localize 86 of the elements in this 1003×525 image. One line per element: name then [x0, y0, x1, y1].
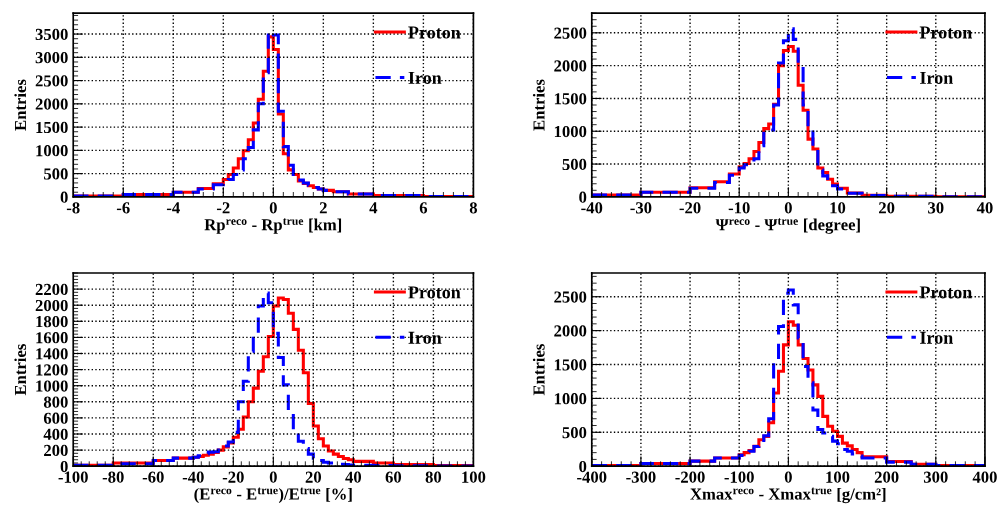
legend-label: Proton: [919, 286, 973, 299]
x-tick-label: 100: [462, 471, 486, 483]
y-tick-label: 1600: [36, 332, 68, 344]
y-tick-label: 1500: [36, 121, 68, 134]
x-tick-label: -80: [102, 471, 124, 483]
y-tick-label: 2500: [554, 27, 587, 39]
x-tick-label: 40: [976, 202, 993, 214]
y-tick-label: 2000: [554, 325, 587, 337]
y-tick-label: 1500: [554, 359, 587, 371]
legend-label: Iron: [408, 71, 442, 84]
x-tick-label: 300: [923, 471, 948, 483]
y-tick-label: 400: [43, 428, 68, 440]
x-tick-label: -100: [724, 471, 754, 483]
y-tick-label: 0: [60, 191, 68, 203]
y-tick-label: 2000: [554, 60, 587, 72]
x-tick-label: -100: [58, 471, 88, 483]
x-tick-label: 100: [826, 471, 850, 483]
y-axis-title: Entries: [532, 79, 545, 131]
y-tick-label: 3000: [35, 52, 68, 64]
y-tick-label: 2000: [35, 98, 68, 110]
x-tick-label: -2: [216, 202, 230, 214]
x-tick-label: -40: [182, 471, 204, 483]
x-tick-label: -20: [679, 202, 701, 214]
x-tick-label: 0: [269, 202, 277, 214]
x-tick-label: 0: [269, 471, 277, 483]
y-tick-label: 500: [562, 158, 587, 171]
y-tick-label: 1500: [554, 93, 587, 105]
y-tick-label: 0: [579, 191, 587, 203]
y-tick-label: 1800: [36, 316, 68, 328]
x-tick-label: -20: [222, 471, 244, 483]
y-tick-label: 800: [43, 396, 68, 408]
x-tick-label: 30: [928, 202, 944, 214]
x-tick-label: -60: [142, 471, 164, 483]
y-axis-title: Entries: [532, 344, 545, 396]
x-tick-label: 20: [305, 471, 322, 483]
x-tick-label: -10: [728, 202, 750, 214]
y-tick-label: 1200: [36, 364, 68, 376]
legend-label: Proton: [408, 26, 461, 39]
x-tick-label: 8: [469, 202, 478, 214]
y-tick-label: 1000: [36, 380, 68, 392]
x-axis-title: Xmax$^{reco}$ - Xmax$^{true}$ [g/cm²]: [690, 487, 886, 504]
y-tick-label: 1000: [554, 125, 587, 138]
y-tick-label: 2200: [35, 283, 68, 296]
y-tick-label: 2500: [554, 291, 587, 303]
y-axis-title: Entries: [14, 79, 27, 131]
x-tick-label: 0: [784, 471, 792, 483]
y-tick-label: 3500: [35, 28, 68, 41]
y-tick-label: 200: [44, 444, 68, 457]
y-tick-label: 1400: [36, 348, 68, 360]
legend-label: Proton: [919, 26, 973, 39]
y-axis-title: Entries: [14, 344, 27, 396]
x-tick-label: -4: [166, 202, 180, 214]
y-tick-label: 600: [43, 412, 68, 424]
x-tick-label: -300: [626, 471, 656, 483]
x-tick-label: 400: [972, 471, 997, 483]
x-tick-label: 40: [345, 471, 362, 483]
x-tick-label: 20: [879, 202, 895, 214]
y-tick-label: 500: [44, 168, 68, 180]
x-tick-label: -200: [675, 471, 705, 483]
x-tick-label: -40: [581, 202, 603, 214]
x-axis-title: Rp$^{reco}$ - Rp$^{true}$ [km]: [204, 218, 342, 234]
legend-label: Iron: [920, 71, 953, 84]
y-tick-label: 1000: [554, 393, 587, 405]
x-tick-label: 80: [425, 471, 442, 483]
y-tick-label: 2000: [35, 299, 68, 312]
x-tick-label: -400: [577, 471, 607, 483]
y-tick-label: 0: [60, 460, 68, 473]
x-tick-label: 4: [369, 202, 378, 214]
y-tick-label: 2500: [35, 75, 68, 87]
y-tick-label: 0: [579, 460, 587, 473]
y-tick-label: 1000: [36, 145, 68, 157]
y-tick-label: 500: [562, 427, 587, 439]
x-tick-label: -30: [630, 202, 652, 214]
x-tick-label: 10: [830, 202, 846, 214]
x-axis-title: (E$^{reco}$ - E$^{true}$)/E$^{true}$ [%]: [194, 487, 352, 504]
x-tick-label: 60: [385, 471, 402, 483]
x-tick-label: 2: [319, 202, 327, 214]
x-tick-label: 200: [874, 471, 899, 483]
legend-label: Iron: [408, 331, 442, 344]
x-axis-title: Ψ$^{reco}$ - Ψ$^{true}$ [degree]: [715, 218, 860, 234]
legend-label: Proton: [408, 286, 461, 299]
x-tick-label: 0: [784, 202, 792, 214]
x-tick-label: -8: [66, 202, 80, 214]
x-tick-label: -6: [116, 202, 130, 214]
legend-label: Iron: [920, 331, 953, 344]
x-tick-label: 6: [419, 202, 428, 214]
